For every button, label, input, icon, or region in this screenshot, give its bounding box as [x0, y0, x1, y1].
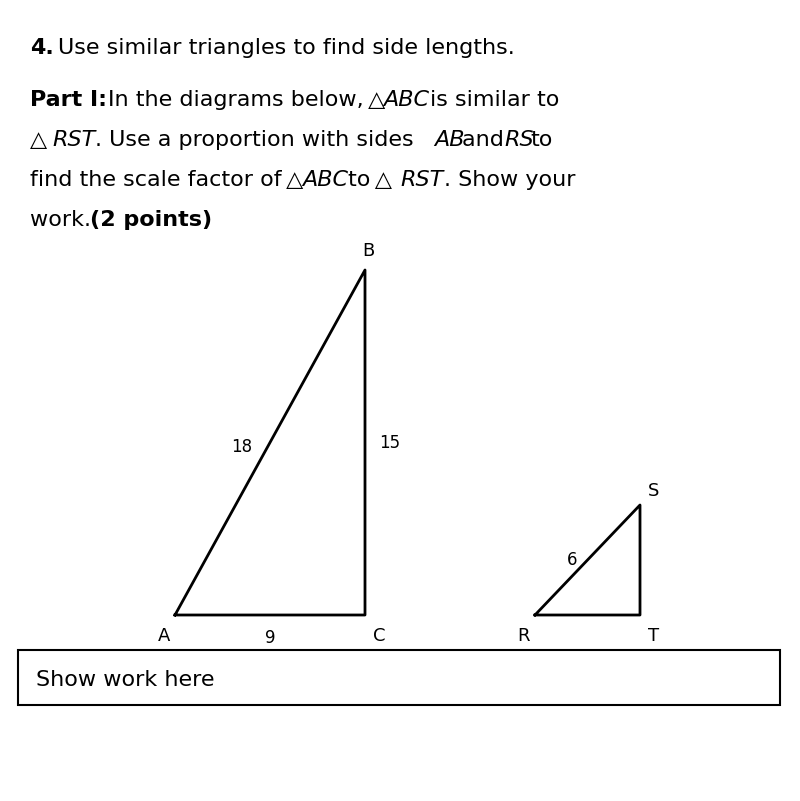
Text: Use similar triangles to find side lengths.: Use similar triangles to find side lengt… [58, 38, 514, 58]
Text: 18: 18 [231, 438, 252, 457]
Text: C: C [373, 627, 386, 645]
Text: In the diagrams below, △: In the diagrams below, △ [108, 90, 386, 110]
Text: ABC: ABC [302, 170, 348, 190]
Text: S: S [648, 482, 659, 500]
Text: . Use a proportion with sides: . Use a proportion with sides [95, 130, 418, 150]
Text: work.: work. [30, 210, 95, 230]
Text: A: A [158, 627, 170, 645]
Text: RS: RS [504, 130, 534, 150]
Text: RST: RST [52, 130, 95, 150]
Text: RST: RST [400, 170, 443, 190]
Text: . Show your: . Show your [444, 170, 575, 190]
Text: 15: 15 [379, 433, 400, 452]
Text: AB: AB [434, 130, 465, 150]
Text: Part I:: Part I: [30, 90, 107, 110]
Text: 9: 9 [265, 629, 275, 647]
Text: (2 points): (2 points) [90, 210, 212, 230]
Text: find the scale factor of △: find the scale factor of △ [30, 170, 303, 190]
Text: ABC: ABC [383, 90, 429, 110]
Text: 6: 6 [567, 551, 578, 569]
Text: B: B [362, 242, 374, 260]
Text: △: △ [30, 130, 47, 150]
Text: to: to [530, 130, 552, 150]
Text: R: R [518, 627, 530, 645]
Text: to △: to △ [348, 170, 392, 190]
Text: and: and [462, 130, 508, 150]
Text: 4.: 4. [30, 38, 54, 58]
Bar [18, 650, 780, 705]
Text: is similar to: is similar to [430, 90, 559, 110]
Text: Show work here: Show work here [36, 670, 214, 690]
Text: T: T [648, 627, 659, 645]
